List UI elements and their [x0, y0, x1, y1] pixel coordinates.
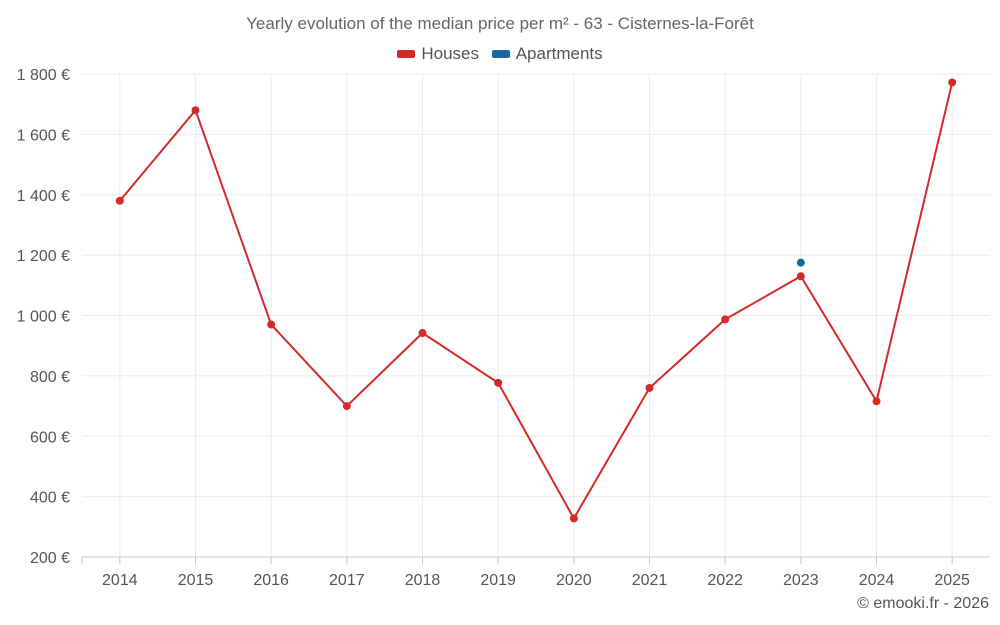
data-point-houses-2020[interactable] — [569, 514, 578, 523]
x-tick-label: 2019 — [480, 572, 516, 589]
x-tick-label: 2015 — [178, 572, 214, 589]
x-tick-label: 2022 — [707, 572, 743, 589]
data-point-apartments-2023[interactable] — [796, 258, 805, 267]
chart-title: Yearly evolution of the median price per… — [246, 14, 754, 33]
grid-lines — [82, 73, 990, 557]
x-tick-label: 2023 — [783, 572, 819, 589]
y-axis-labels: 200 € 400 € 600 € 800 € 1 000 € 1 200 € 1 400 … — [17, 67, 70, 567]
y-tick-label: 1 200 € — [17, 248, 70, 265]
data-point-houses-2015[interactable] — [191, 106, 200, 115]
x-tick-label: 2014 — [102, 572, 138, 589]
legend-item-houses[interactable]: Houses — [397, 44, 479, 64]
x-tick-label: 2018 — [405, 572, 441, 589]
x-tick-label: 2016 — [253, 572, 289, 589]
legend-swatch-houses — [397, 49, 416, 58]
y-tick-label: 1 400 € — [17, 188, 70, 205]
y-tick-label: 800 € — [30, 369, 70, 386]
data-point-houses-2014[interactable] — [115, 196, 124, 205]
x-tick-label: 2017 — [329, 572, 365, 589]
legend-label-houses: Houses — [421, 44, 479, 63]
data-point-houses-2023[interactable] — [796, 272, 805, 281]
data-point-houses-2019[interactable] — [494, 378, 503, 387]
legend-item-apartments[interactable]: Apartments — [491, 44, 603, 64]
x-axis-labels: 2014 2015 2016 2017 2018 2019 2020 2021 2022 2023… — [102, 572, 970, 589]
data-point-houses-2024[interactable] — [872, 397, 881, 406]
x-tick-label: 2024 — [859, 572, 895, 589]
axes — [81, 556, 990, 564]
data-point-houses-2022[interactable] — [721, 315, 730, 324]
x-tick-label: 2025 — [934, 572, 970, 589]
y-tick-label: 200 € — [30, 550, 70, 567]
data-series — [115, 78, 957, 523]
y-tick-label: 400 € — [30, 490, 70, 507]
data-point-houses-2018[interactable] — [418, 329, 427, 338]
y-tick-label: 1 800 € — [17, 67, 70, 84]
y-tick-label: 600 € — [30, 429, 70, 446]
data-point-houses-2016[interactable] — [267, 320, 276, 329]
y-tick-label: 1 000 € — [17, 309, 70, 326]
series-line-houses — [119, 82, 954, 520]
chart-legend: Houses Apartments — [0, 44, 1000, 64]
copyright-credit: © emooki.fr - 2026 — [857, 595, 989, 612]
legend-label-apartments: Apartments — [515, 44, 603, 63]
x-tick-label: 2020 — [556, 572, 592, 589]
y-tick-label: 1 600 € — [17, 127, 70, 144]
data-point-houses-2025[interactable] — [948, 78, 957, 87]
data-point-houses-2017[interactable] — [342, 402, 351, 411]
data-point-houses-2021[interactable] — [645, 383, 654, 392]
x-tick-label: 2021 — [632, 572, 668, 589]
legend-swatch-apartments — [491, 49, 510, 58]
